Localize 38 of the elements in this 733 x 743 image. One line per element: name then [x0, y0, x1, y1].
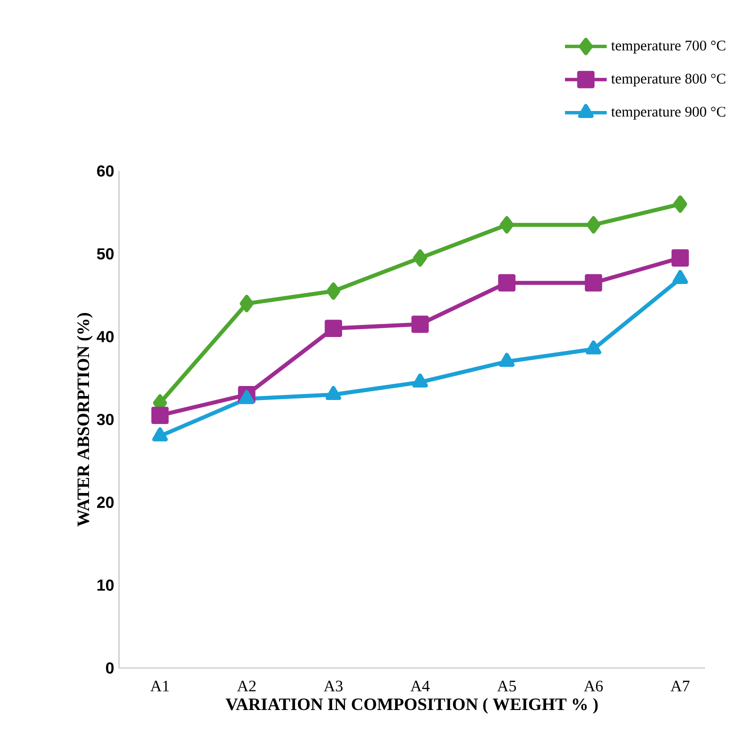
point [240, 294, 254, 312]
point [326, 386, 342, 400]
x-tick-label: A1 [150, 680, 169, 692]
point [584, 274, 602, 292]
point [672, 249, 689, 267]
y-tick-label: 10 [97, 580, 114, 591]
y-tick-label: 20 [97, 496, 114, 508]
y-tick-label: 30 [96, 414, 114, 426]
legend-label: temperature 900 °C [611, 106, 726, 120]
x-tick-label: A7 [670, 680, 690, 692]
x-tick-label: A2 [237, 680, 256, 692]
legend-label: temperature 800 °C [611, 74, 726, 87]
point [151, 406, 169, 424]
point [413, 249, 428, 267]
point [498, 274, 516, 292]
point [152, 427, 168, 442]
point [673, 195, 688, 213]
x-tick-label: A6 [584, 680, 603, 692]
point [238, 390, 254, 404]
x-tick-label: A5 [497, 680, 516, 692]
point [326, 282, 340, 300]
y-tick-label: 50 [96, 248, 114, 260]
point [324, 320, 342, 338]
point [500, 216, 514, 234]
x-tick-label: A3 [324, 680, 343, 692]
point [672, 270, 688, 284]
y-tick-label: 0 [106, 662, 114, 674]
point [586, 216, 601, 234]
x-axis-title: VARIATION IN COMPOSITION ( WEIGHT % ) [226, 698, 598, 714]
point [499, 352, 515, 367]
point [412, 374, 428, 388]
legend-label: temperature 700 °C [611, 40, 726, 54]
y-axis-title: WATER ABSORPTION (%) [76, 313, 93, 526]
y-tick-label: 40 [96, 331, 114, 342]
point [411, 316, 429, 333]
point [586, 340, 602, 354]
y-tick-label: 60 [97, 165, 114, 177]
x-tick-label: A4 [410, 680, 430, 692]
